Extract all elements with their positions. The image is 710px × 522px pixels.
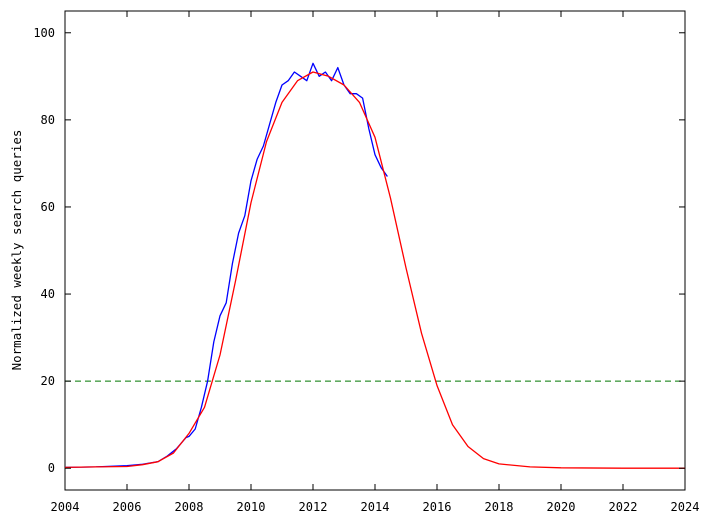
x-tick-label: 2024 — [671, 500, 700, 514]
y-tick-label: 20 — [41, 374, 55, 388]
x-tick-label: 2014 — [361, 500, 390, 514]
x-tick-label: 2020 — [547, 500, 576, 514]
y-tick-label: 60 — [41, 200, 55, 214]
x-axis-ticks: 2004 2006 2008 2010 2012 2014 2016 2018 2020 2022… — [51, 11, 700, 514]
y-axis-ticks: 0 20 40 60 80 100 — [33, 26, 685, 475]
x-tick-label: 2004 — [51, 500, 80, 514]
x-tick-label: 2018 — [485, 500, 514, 514]
y-tick-label: 100 — [33, 26, 55, 40]
x-tick-label: 2006 — [113, 500, 142, 514]
x-tick-label: 2008 — [175, 500, 204, 514]
y-tick-label: 40 — [41, 287, 55, 301]
series-line-1 — [64, 71, 685, 469]
y-axis-label: Normalized weekly search queries — [9, 130, 24, 371]
y-tick-label: 80 — [41, 113, 55, 127]
x-tick-label: 2022 — [609, 500, 638, 514]
x-tick-label: 2012 — [299, 500, 328, 514]
series-line-0 — [64, 62, 388, 469]
series-layer — [64, 62, 685, 469]
x-tick-label: 2016 — [423, 500, 452, 514]
x-tick-label: 2010 — [237, 500, 266, 514]
plot-frame — [64, 10, 686, 491]
y-tick-label: 0 — [48, 461, 55, 475]
